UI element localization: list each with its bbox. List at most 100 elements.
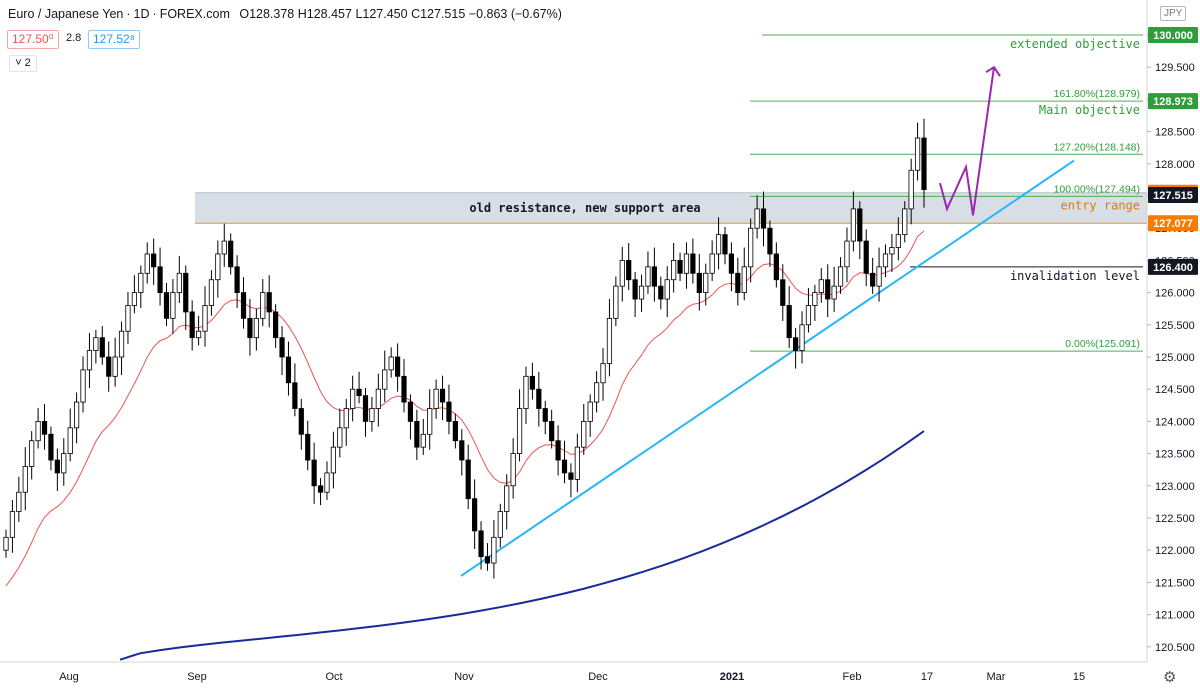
candle-body	[895, 234, 901, 248]
price-tick-label: 124.500	[1155, 384, 1195, 396]
candle-body	[536, 388, 542, 409]
candle-body	[754, 208, 760, 229]
candle-body	[889, 247, 895, 255]
projection-path[interactable]	[939, 65, 1001, 216]
price-badge	[1148, 93, 1198, 110]
buy-price-button[interactable]: 127.52⁸	[88, 30, 140, 49]
candle-body	[41, 420, 48, 435]
candles	[3, 118, 927, 579]
projection-line	[939, 67, 995, 216]
candle-body	[831, 285, 837, 300]
candle-body	[696, 272, 702, 293]
price-tick-label: 121.000	[1155, 610, 1195, 622]
candle-body	[651, 266, 657, 287]
candle-body	[908, 169, 914, 210]
symbol-name[interactable]: Euro / Japanese Yen	[8, 7, 124, 21]
candle-body	[240, 292, 247, 319]
candle-body	[594, 382, 600, 403]
candle-body	[112, 356, 118, 377]
extended-objective-label: extended objective	[1010, 37, 1140, 51]
candle-body	[208, 279, 215, 306]
candle-body	[504, 485, 510, 512]
candle-body	[305, 433, 311, 461]
candle-body	[658, 285, 664, 300]
time-tick-label: Feb	[843, 671, 862, 683]
data-source: FOREX.com	[159, 7, 230, 21]
price-tick-label: 122.000	[1155, 545, 1195, 557]
gear-icon[interactable]: ⚙	[1163, 669, 1177, 686]
candle-body	[902, 208, 908, 236]
candle-body	[805, 305, 812, 326]
candle-body	[427, 408, 433, 435]
candle-body	[189, 311, 195, 339]
candle-body	[80, 369, 86, 403]
candle-body	[48, 433, 54, 461]
candle-body	[870, 272, 876, 287]
candle-body	[157, 266, 163, 293]
candle-body	[638, 285, 645, 300]
candle-body	[234, 266, 240, 293]
candle-body	[35, 420, 41, 442]
candle-body	[793, 337, 799, 351]
candle-body	[459, 440, 465, 461]
price-badge	[1148, 27, 1198, 43]
price-tick-label: 121.500	[1155, 577, 1195, 589]
candle-body	[812, 292, 818, 306]
support-zone: old resistance, new support area	[195, 192, 1147, 224]
candle-body	[484, 556, 491, 564]
moving-averages	[5, 230, 925, 661]
currency-badge[interactable]: JPY	[1160, 6, 1187, 21]
candle-body	[221, 240, 227, 255]
candle-body	[703, 272, 709, 293]
candle-body	[67, 427, 73, 454]
candle-body	[99, 337, 105, 358]
candle-body	[382, 369, 388, 390]
candle-body	[170, 292, 176, 319]
candle-body	[350, 388, 356, 409]
candle-body	[324, 472, 330, 493]
sell-price-button[interactable]: 127.50⁰	[7, 30, 59, 49]
candle-body	[760, 208, 767, 229]
trendline[interactable]	[460, 159, 1075, 577]
price-tick-label: 120.500	[1155, 642, 1195, 654]
candle-body	[741, 266, 747, 293]
candle-body	[626, 259, 632, 281]
time-tick-label: Aug	[59, 671, 79, 683]
candle-body	[767, 227, 773, 255]
candle-body	[786, 305, 792, 339]
candle-body	[549, 420, 555, 442]
price-badge-label: 126.400	[1153, 262, 1193, 274]
candle-body	[677, 259, 683, 274]
candle-body	[343, 408, 349, 429]
candle-body	[728, 253, 735, 274]
candle-body	[555, 440, 561, 461]
candle-body	[574, 446, 580, 480]
candle-body	[510, 453, 516, 487]
time-tick-label: 15	[1073, 671, 1085, 683]
candle-body	[388, 356, 394, 371]
low-value: L127.450	[355, 7, 408, 21]
indicators-collapse-button[interactable]: ˅ 2	[9, 55, 37, 72]
price-tick-label: 122.500	[1155, 513, 1195, 525]
candle-body	[61, 453, 67, 474]
candle-body	[202, 305, 208, 332]
candle-body	[876, 266, 882, 287]
candle-body	[837, 266, 844, 287]
candle-body	[215, 253, 221, 281]
candle-body	[138, 272, 144, 293]
candle-body	[472, 498, 478, 532]
main-objective-label: Main objective	[1039, 103, 1140, 117]
candle-body	[375, 388, 381, 409]
candle-body	[632, 279, 638, 300]
interval[interactable]: 1D	[133, 7, 150, 21]
candle-body	[163, 292, 170, 319]
candle-body	[780, 279, 786, 306]
candle-body	[3, 536, 9, 551]
entry-range-label: entry range	[1061, 198, 1140, 212]
spread-value: 2.8	[66, 32, 82, 44]
candle-body	[523, 375, 529, 409]
candle-body	[722, 234, 728, 255]
candle-body	[195, 330, 202, 339]
